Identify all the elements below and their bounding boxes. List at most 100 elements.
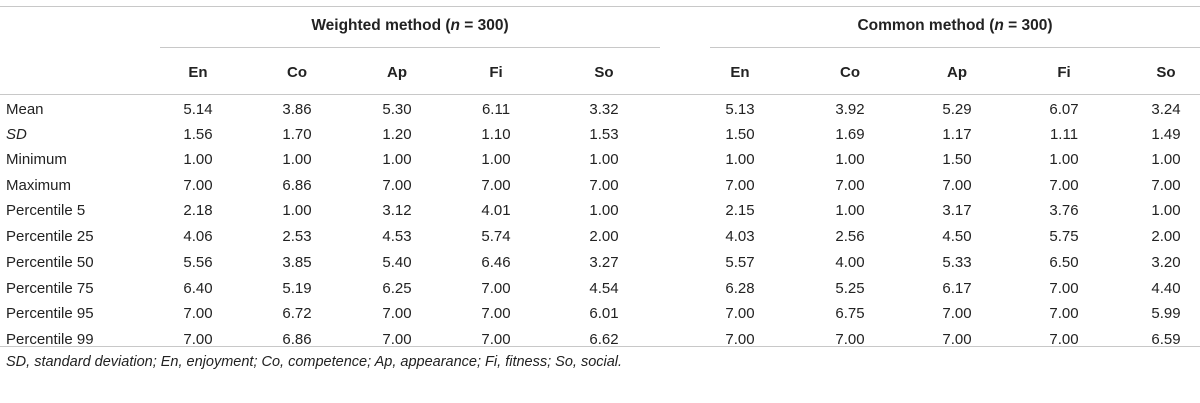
row-label: Percentile 5: [6, 202, 86, 219]
table-cell: 5.19: [282, 280, 312, 297]
table-cell: 2.56: [835, 228, 865, 245]
table-cell: 1.00: [589, 151, 619, 168]
table-cell: 1.70: [282, 126, 312, 143]
table-cell: 6.28: [725, 280, 755, 297]
table-cell: 1.00: [481, 151, 511, 168]
column-header: Fi: [1057, 64, 1071, 81]
table-cell: 5.13: [725, 101, 755, 118]
table-cell: 7.00: [382, 331, 412, 348]
row-label: SD: [6, 126, 27, 143]
column-header: Ap: [947, 64, 967, 81]
header-rule: [0, 94, 1200, 95]
table-cell: 1.53: [589, 126, 619, 143]
table-cell: 7.00: [725, 305, 755, 322]
column-header: En: [730, 64, 750, 81]
table-cell: 1.00: [282, 202, 312, 219]
table-cell: 1.00: [1049, 151, 1079, 168]
table-cell: 7.00: [481, 280, 511, 297]
table-cell: 7.00: [1049, 305, 1079, 322]
table-cell: 2.15: [725, 202, 755, 219]
table-cell: 5.56: [183, 254, 213, 271]
table-cell: 5.25: [835, 280, 865, 297]
table-cell: 7.00: [589, 177, 619, 194]
table-cell: 7.00: [481, 331, 511, 348]
table-cell: 6.86: [282, 331, 312, 348]
table-cell: 7.00: [183, 177, 213, 194]
table-cell: 7.00: [382, 305, 412, 322]
table-cell: 4.54: [589, 280, 619, 297]
row-label: Maximum: [6, 177, 72, 194]
table-cell: 4.53: [382, 228, 412, 245]
column-header: So: [594, 64, 614, 81]
table-cell: 7.00: [942, 177, 972, 194]
table-cell: 5.30: [382, 101, 412, 118]
table-cell: 6.46: [481, 254, 511, 271]
table-cell: 1.11: [1049, 126, 1079, 143]
table-cell: 6.17: [942, 280, 972, 297]
table-cell: 1.49: [1151, 126, 1181, 143]
table-footnote: SD, standard deviation; En, enjoyment; C…: [6, 354, 623, 370]
table-cell: 1.00: [282, 151, 312, 168]
group-rule-common: [710, 47, 1200, 48]
table-cell: 1.00: [1151, 202, 1181, 219]
table-cell: 4.00: [835, 254, 865, 271]
table-cell: 1.50: [942, 151, 972, 168]
table-cell: 1.10: [481, 126, 511, 143]
table-cell: 2.00: [589, 228, 619, 245]
table-cell: 7.00: [183, 305, 213, 322]
table-cell: 3.85: [282, 254, 312, 271]
table-cell: 3.27: [589, 254, 619, 271]
table-cell: 1.00: [835, 151, 865, 168]
group-rule-weighted: [160, 47, 660, 48]
table-cell: 4.50: [942, 228, 972, 245]
column-header: So: [1156, 64, 1176, 81]
group-header-common: Common method (n = 300): [710, 17, 1200, 35]
group-header-n: n: [450, 17, 460, 34]
table-cell: 7.00: [183, 331, 213, 348]
table-cell: 4.06: [183, 228, 213, 245]
table-cell: 7.00: [1151, 177, 1181, 194]
table-cell: 6.07: [1049, 101, 1079, 118]
table-cell: 4.01: [481, 202, 511, 219]
table-cell: 5.14: [183, 101, 213, 118]
table-cell: 6.62: [589, 331, 619, 348]
table-cell: 7.00: [725, 331, 755, 348]
column-header: Co: [287, 64, 307, 81]
table-cell: 1.00: [1151, 151, 1181, 168]
table-cell: 6.40: [183, 280, 213, 297]
table-cell: 3.12: [382, 202, 412, 219]
table-cell: 7.00: [481, 305, 511, 322]
table-cell: 5.75: [1049, 228, 1079, 245]
row-label: Percentile 75: [6, 280, 94, 297]
table-cell: 1.00: [589, 202, 619, 219]
group-header-text: = 300): [1003, 17, 1053, 34]
table-cell: 6.86: [282, 177, 312, 194]
table-cell: 6.75: [835, 305, 865, 322]
table-cell: 7.00: [835, 331, 865, 348]
table-cell: 5.99: [1151, 305, 1181, 322]
row-label: Percentile 99: [6, 331, 94, 348]
column-header: Co: [840, 64, 860, 81]
table-cell: 6.72: [282, 305, 312, 322]
table-cell: 1.20: [382, 126, 412, 143]
group-header-text: Common method (: [857, 17, 995, 34]
group-header-weighted: Weighted method (n = 300): [160, 17, 660, 35]
table-bottom-rule: [0, 346, 1200, 347]
table-cell: 3.17: [942, 202, 972, 219]
table-cell: 7.00: [1049, 177, 1079, 194]
table-top-rule: [0, 6, 1200, 7]
table-cell: 7.00: [382, 177, 412, 194]
row-label: Percentile 50: [6, 254, 94, 271]
table-cell: 3.24: [1151, 101, 1181, 118]
table-cell: 2.00: [1151, 228, 1181, 245]
table-cell: 3.86: [282, 101, 312, 118]
table-cell: 7.00: [942, 305, 972, 322]
row-label: Percentile 25: [6, 228, 94, 245]
table-cell: 1.00: [835, 202, 865, 219]
table-cell: 4.03: [725, 228, 755, 245]
table-cell: 7.00: [1049, 280, 1079, 297]
table-cell: 7.00: [481, 177, 511, 194]
table-cell: 6.01: [589, 305, 619, 322]
table-cell: 5.33: [942, 254, 972, 271]
